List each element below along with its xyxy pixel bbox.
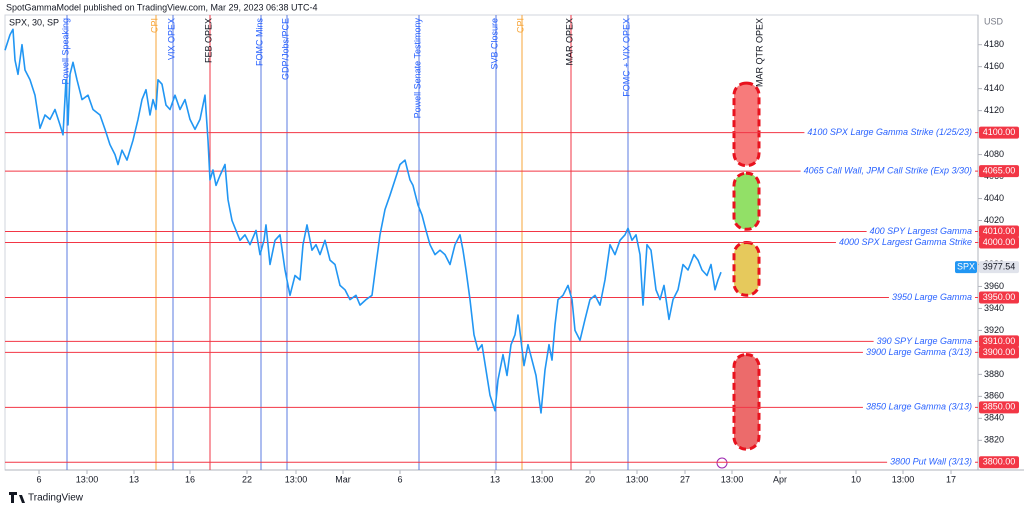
level-tag-label: 4010.00 <box>983 226 1016 236</box>
level-tag <box>979 236 1019 249</box>
y-tick-label: 3920 <box>984 325 1004 335</box>
level-text-bg <box>800 165 975 178</box>
event-label: FOMC Mins <box>254 18 264 66</box>
level-tag <box>979 456 1019 469</box>
event-label: VIX OPEX <box>166 18 176 60</box>
x-tick-label: 13:00 <box>285 474 308 484</box>
x-tick-label: 13:00 <box>721 474 744 484</box>
level-tag <box>979 165 1019 178</box>
level-text: 3850 Large Gamma (3/13) <box>866 402 972 412</box>
x-tick-label: Apr <box>773 474 787 484</box>
y-tick-label: 3820 <box>984 435 1004 445</box>
x-tick-label: 13:00 <box>531 474 554 484</box>
zone <box>732 241 761 297</box>
last-price-tag <box>979 261 1019 274</box>
x-tick-label: 13 <box>490 474 500 484</box>
event-label: FEB OPEX <box>203 18 213 63</box>
level-tag-label: 3910.00 <box>983 336 1016 346</box>
event-label: CPI <box>149 18 159 33</box>
x-tick-label: 13:00 <box>626 474 649 484</box>
x-tick-label: 17 <box>946 474 956 484</box>
currency: USD <box>984 16 1004 26</box>
level-text: 3950 Large Gamma <box>892 292 972 302</box>
event-label: CPI <box>515 18 525 33</box>
level-tag <box>979 225 1019 238</box>
level-text-bg <box>804 126 975 139</box>
zone <box>732 171 761 231</box>
y-tick-label: 4040 <box>984 193 1004 203</box>
symbol-tag <box>955 261 977 274</box>
level-text-bg <box>888 291 975 304</box>
level-text: 4065 Call Wall, JPM Call Strike (Exp 3/3… <box>804 165 972 175</box>
x-tick-label: 16 <box>185 474 195 484</box>
y-tick-label: 4160 <box>984 61 1004 71</box>
y-tick-label: 4120 <box>984 105 1004 115</box>
price-line <box>4 28 722 414</box>
x-tick-label: 6 <box>397 474 402 484</box>
zone <box>732 353 761 451</box>
y-tick-label: 3860 <box>984 391 1004 401</box>
symbol: SPX, 30, SP <box>9 17 59 27</box>
y-tick-label: 4020 <box>984 215 1004 225</box>
level-text: 4100 SPX Large Gamma Strike (1/25/23) <box>807 127 972 137</box>
y-tick-label: 4080 <box>984 149 1004 159</box>
level-tag-label: 4000.00 <box>983 237 1016 247</box>
x-tick-label: 27 <box>680 474 690 484</box>
x-tick-label: 22 <box>242 474 252 484</box>
logo <box>9 492 25 503</box>
event-icon[interactable] <box>716 457 728 469</box>
level-tag <box>979 291 1019 304</box>
level-tag <box>979 126 1019 139</box>
level-text: 390 SPY Large Gamma <box>877 336 972 346</box>
level-text: 3800 Put Wall (3/13) <box>890 457 972 467</box>
level-tag-label: 3850.00 <box>983 402 1016 412</box>
event-label: Powell Speaking <box>60 18 70 85</box>
event-label: MAR QTR OPEX <box>754 18 764 87</box>
y-tick-label: 3880 <box>984 369 1004 379</box>
level-tag <box>979 346 1019 359</box>
x-tick-label: 13 <box>129 474 139 484</box>
event-label: FOMC + VIX OPEX <box>621 18 631 97</box>
symbol-tag-label: SPX <box>957 262 975 272</box>
x-tick-label: Mar <box>335 474 351 484</box>
x-tick-label: 13:00 <box>892 474 915 484</box>
level-tag-label: 3950.00 <box>983 292 1016 302</box>
level-tag-label: 4065.00 <box>983 165 1016 175</box>
last-price-label: 3977.54 <box>983 262 1016 272</box>
level-text-bg <box>866 225 975 238</box>
y-tick-label: 3960 <box>984 281 1004 291</box>
level-tag-label: 3900.00 <box>983 347 1016 357</box>
x-tick-label: 13:00 <box>76 474 99 484</box>
level-tag-label: 3800.00 <box>983 457 1016 467</box>
y-tick-label: 4140 <box>984 83 1004 93</box>
level-text-bg <box>887 456 975 469</box>
level-tag-label: 4100.00 <box>983 127 1016 137</box>
zone <box>732 81 761 168</box>
event-label: MAR OPEX <box>564 18 574 66</box>
publisher: SpotGammaModel published on TradingView.… <box>6 2 318 12</box>
y-tick-label: 3940 <box>984 303 1004 313</box>
event-label: Powell Senate Testimony <box>412 18 422 119</box>
level-text-bg <box>862 346 975 359</box>
x-tick-label: 10 <box>851 474 861 484</box>
x-tick-label: 6 <box>36 474 41 484</box>
level-text: 4000 SPX Largest Gamma Strike <box>839 237 972 247</box>
event-label: GDP/Jobs/PCE <box>280 18 290 80</box>
level-text-bg <box>835 236 975 249</box>
x-tick-label: 20 <box>585 474 595 484</box>
level-text-bg <box>862 401 975 414</box>
level-text: 3900 Large Gamma (3/13) <box>866 347 972 357</box>
footer: TradingView <box>28 493 84 504</box>
event-label: SVB Closure <box>489 18 499 70</box>
level-text: 400 SPY Largest Gamma <box>870 226 972 236</box>
y-tick-label: 4180 <box>984 39 1004 49</box>
level-tag <box>979 401 1019 414</box>
level-text-bg <box>873 335 975 348</box>
y-tick-label: 3840 <box>984 413 1004 423</box>
level-tag <box>979 335 1019 348</box>
